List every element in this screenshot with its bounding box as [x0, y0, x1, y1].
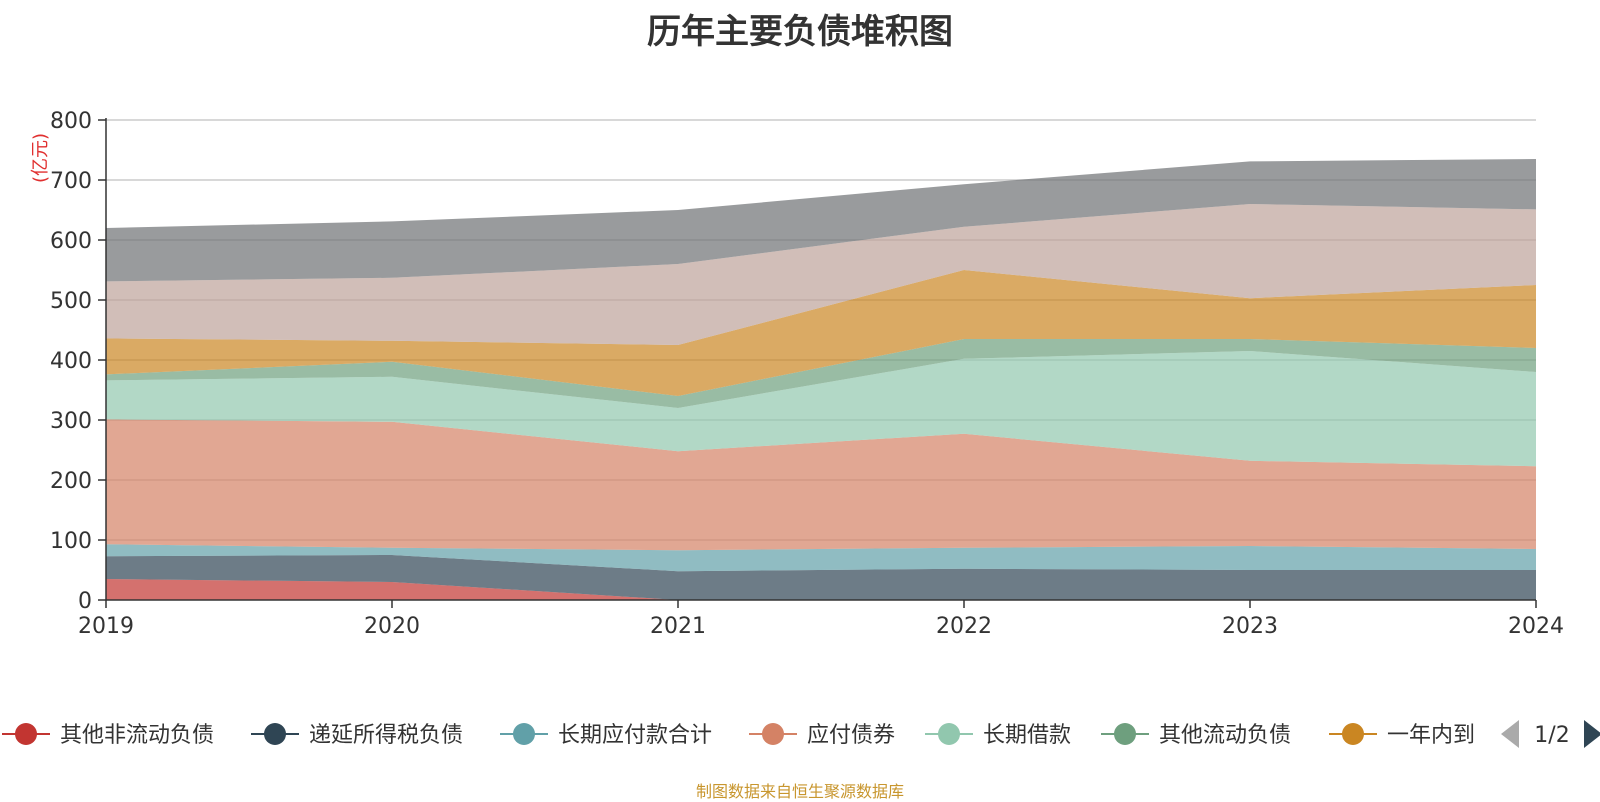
- y-tick-label: 100: [50, 529, 92, 554]
- axes: 0 100 200 300 400 500 600 700 800 2019 2020 2021 202…: [50, 109, 1564, 639]
- legend-marker-icon: [938, 723, 960, 745]
- x-tick-label: 2023: [1222, 614, 1278, 639]
- x-tick-label: 2024: [1508, 614, 1564, 639]
- legend-item[interactable]: 长期应付款合计: [500, 723, 712, 748]
- legend-prev-icon[interactable]: [1501, 720, 1519, 748]
- chart-title: 历年主要负债堆积图: [647, 12, 953, 52]
- legend-label: 其他流动负债: [1159, 723, 1291, 748]
- legend-item[interactable]: 其他非流动负债: [2, 723, 214, 748]
- data-source-note: 制图数据来自恒生聚源数据库: [695, 782, 904, 801]
- legend-label: 长期借款: [983, 723, 1071, 748]
- legend-pager: 1/2: [1501, 720, 1600, 748]
- legend-label: 长期应付款合计: [558, 723, 712, 748]
- y-tick-label: 200: [50, 469, 92, 494]
- legend-label: 应付债券: [807, 723, 895, 748]
- y-tick-label: 300: [50, 409, 92, 434]
- legend-label: 一年内到: [1387, 723, 1475, 748]
- legend-item[interactable]: 其他流动负债: [1101, 723, 1291, 748]
- legend-marker-icon: [1342, 723, 1364, 745]
- x-tick-label: 2022: [936, 614, 992, 639]
- legend-label: 递延所得税负债: [309, 723, 463, 748]
- legend-page-indicator: 1/2: [1534, 723, 1569, 748]
- legend-marker-icon: [513, 723, 535, 745]
- legend-item[interactable]: 递延所得税负债: [251, 723, 463, 748]
- legend-item[interactable]: 一年内到: [1329, 723, 1475, 748]
- y-tick-label: 500: [50, 289, 92, 314]
- y-tick-label: 0: [78, 589, 92, 614]
- x-tick-label: 2019: [78, 614, 134, 639]
- legend: 其他非流动负债 递延所得税负债 长期应付款合计 应付债券 长期借款 其他流动负债 一年内到: [2, 723, 1475, 748]
- x-tick-label: 2021: [650, 614, 706, 639]
- area-其他非流动负债[interactable]: [106, 579, 1536, 600]
- legend-item[interactable]: 应付债券: [749, 723, 895, 748]
- legend-marker-icon: [762, 723, 784, 745]
- y-tick-label: 600: [50, 229, 92, 254]
- area-长期借款[interactable]: [106, 351, 1536, 467]
- area-一年内到期的非流动负债[interactable]: [106, 270, 1536, 396]
- area-递延所得税负债[interactable]: [106, 555, 1536, 600]
- area-series9[interactable]: [106, 159, 1536, 282]
- legend-next-icon[interactable]: [1584, 720, 1600, 748]
- legend-label: 其他非流动负债: [60, 723, 214, 748]
- stacked-areas: [106, 159, 1536, 600]
- area-应付债券[interactable]: [106, 419, 1536, 551]
- legend-marker-icon: [15, 723, 37, 745]
- legend-marker-icon: [264, 723, 286, 745]
- y-tick-label: 400: [50, 349, 92, 374]
- area-长期应付款合计[interactable]: [106, 544, 1536, 572]
- area-series8[interactable]: [106, 204, 1536, 345]
- y-unit-label: (亿元): [30, 133, 51, 183]
- area-其他流动负债[interactable]: [106, 339, 1536, 408]
- y-tick-label: 700: [50, 169, 92, 194]
- legend-item[interactable]: 长期借款: [925, 723, 1071, 748]
- y-tick-label: 800: [50, 109, 92, 134]
- x-tick-label: 2020: [364, 614, 420, 639]
- legend-marker-icon: [1114, 723, 1136, 745]
